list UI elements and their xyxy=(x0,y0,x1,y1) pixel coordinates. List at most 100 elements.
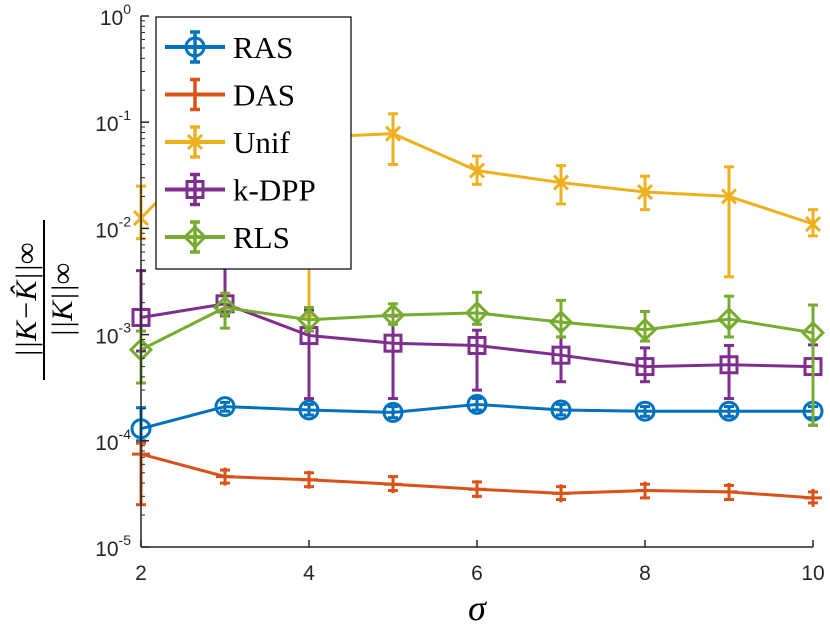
data-point xyxy=(552,174,570,191)
marker-cross-b xyxy=(384,125,402,142)
series-das xyxy=(132,441,822,507)
marker-circle xyxy=(214,396,236,418)
marker-circle xyxy=(550,399,572,421)
data-point xyxy=(800,320,826,345)
y-tick-exponent: -1 xyxy=(119,107,132,123)
x-tick-label: 2 xyxy=(135,562,147,585)
legend-label: Unif xyxy=(233,125,291,160)
marker-square xyxy=(719,355,739,375)
errorbar xyxy=(388,112,398,166)
y-tick-base: 10 xyxy=(95,432,118,455)
data-point xyxy=(635,357,655,377)
marker-circle xyxy=(718,400,740,422)
x-tick-label: 4 xyxy=(303,562,315,585)
data-point xyxy=(467,335,487,355)
data-point xyxy=(551,345,571,365)
x-axis-title: σ xyxy=(468,588,487,627)
marker-cross-b xyxy=(468,162,486,179)
y-tick-base: 10 xyxy=(95,113,118,136)
marker-diamond xyxy=(548,310,574,335)
y-axis-title-denominator: ||K||∞ xyxy=(46,263,79,337)
y-tick-base: 10 xyxy=(100,7,123,30)
x-tick-label: 6 xyxy=(471,562,483,585)
marker-square xyxy=(467,335,487,355)
data-point xyxy=(380,303,406,328)
marker-diamond xyxy=(464,300,490,326)
data-point xyxy=(634,400,656,422)
errorbar xyxy=(472,328,482,392)
data-point xyxy=(716,306,742,332)
data-point xyxy=(383,333,403,353)
y-tick-base: 10 xyxy=(95,326,118,349)
data-point xyxy=(804,215,822,233)
y-tick-exponent: -3 xyxy=(119,320,132,336)
y-tick-exponent: -5 xyxy=(119,532,132,548)
legend-label: DAS xyxy=(233,78,295,113)
y-tick-exponent: -2 xyxy=(119,213,132,229)
marker-circle xyxy=(466,393,488,415)
legend-label: RAS xyxy=(233,30,293,65)
data-point xyxy=(464,300,490,326)
data-point xyxy=(718,400,740,422)
legend-label: RLS xyxy=(233,220,290,255)
errorbar xyxy=(556,164,566,206)
data-point xyxy=(212,295,238,320)
data-point xyxy=(296,307,322,332)
y-tick-exponent: -4 xyxy=(119,426,132,442)
data-point xyxy=(468,480,486,499)
marker-cross-b xyxy=(804,215,822,233)
marker-cross-b xyxy=(720,188,738,205)
data-point xyxy=(216,467,234,486)
legend-item-ras: RAS xyxy=(165,30,293,65)
series-line xyxy=(140,302,814,369)
y-tick-label: 10-5 xyxy=(95,532,131,561)
data-point xyxy=(298,399,320,421)
series-line xyxy=(140,305,814,352)
marker-cross-b xyxy=(186,133,204,151)
legend-marker xyxy=(186,85,204,104)
y-tick-label: 10-4 xyxy=(95,426,131,455)
data-point xyxy=(384,125,402,142)
axis-titles: σ ||K−K̂||∞ ||K||∞ xyxy=(10,220,487,627)
data-point xyxy=(720,188,738,205)
y-tick-base: 10 xyxy=(95,219,118,242)
data-point xyxy=(552,484,570,503)
marker-diamond xyxy=(182,224,208,250)
data-point xyxy=(804,488,822,507)
data-point xyxy=(632,317,658,342)
data-point xyxy=(384,475,402,494)
marker-square xyxy=(551,345,571,365)
legend-item-rls: RLS xyxy=(165,220,290,255)
errorbar xyxy=(808,303,818,427)
legend-marker xyxy=(186,133,204,151)
y-tick-exponent: 0 xyxy=(123,1,131,17)
y-tick-label: 10-3 xyxy=(95,320,131,349)
legend-marker xyxy=(184,36,206,58)
marker-circle xyxy=(184,36,206,58)
series-line xyxy=(140,402,813,431)
y-tick-label: 10-1 xyxy=(95,107,131,136)
data-point xyxy=(636,481,654,500)
errorbar xyxy=(640,346,650,384)
legend: RAS DAS Unif k-DPP RLS xyxy=(155,16,352,270)
data-point xyxy=(214,396,236,418)
data-point xyxy=(636,183,654,201)
y-axis-title-text: ||K−K̂||∞ xyxy=(10,243,43,358)
legend-marker xyxy=(185,180,205,199)
legend-item-k-dpp: k-DPP xyxy=(165,173,316,208)
marker-square xyxy=(383,333,403,353)
marker-circle xyxy=(634,400,656,422)
data-point xyxy=(382,401,404,423)
y-tick-label: 100 xyxy=(100,1,131,30)
x-tick-label: 8 xyxy=(639,562,651,585)
data-point xyxy=(550,399,572,421)
marker-circle xyxy=(382,401,404,423)
marker-diamond xyxy=(716,306,742,332)
legend-label: k-DPP xyxy=(233,173,316,208)
marker-cross-b xyxy=(636,183,654,201)
marker-circle xyxy=(298,399,320,421)
marker-diamond xyxy=(296,307,322,332)
errorbar xyxy=(724,165,734,279)
